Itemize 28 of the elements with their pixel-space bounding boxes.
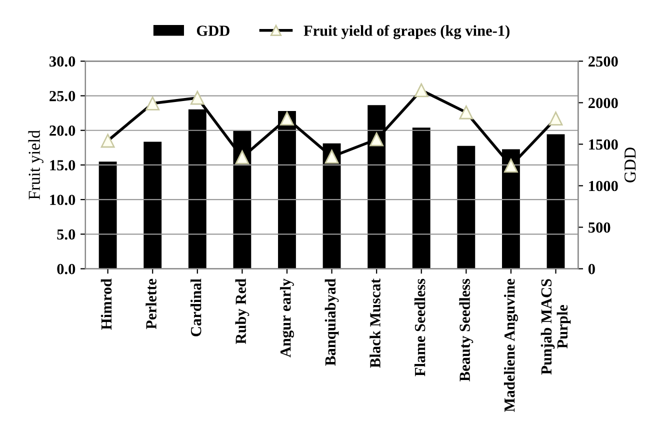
y2-tick-label: 500 (588, 222, 610, 233)
y2-tick-label: 1000 (589, 180, 618, 192)
legend-label: Fruit yield of grapes (kg vine-1) (304, 24, 510, 40)
y2-tick-label: 2500 (588, 56, 618, 67)
y2-axis-title: GDD (624, 148, 636, 182)
x-tick-label: Cardinal (190, 278, 202, 336)
x-tick-label: Himrod (100, 278, 112, 330)
y-tick-label: 5.0 (57, 229, 76, 240)
y-tick-label: 30.0 (50, 56, 76, 67)
x-tick-label: Flame Seedless (414, 278, 426, 376)
x-tick-label: Beauty Seedless (459, 278, 474, 382)
y-tick-label: 25.0 (50, 90, 76, 102)
y2-tick-label: 0 (588, 264, 595, 274)
legend-label: GDD (196, 26, 230, 36)
x-tick-label: Banquiabyad (324, 278, 339, 366)
y2-tick-label: 1500 (589, 139, 618, 150)
y-tick-label: 0.0 (57, 264, 76, 274)
y-tick-label: 15.0 (50, 160, 76, 170)
y-axis-title: Fruit yield (28, 130, 44, 200)
x-tick-label: Madeliene Anguvine (504, 278, 518, 412)
y-tick-label: 10.0 (50, 194, 76, 206)
x-tick-label: Black Muscat (370, 278, 380, 368)
x-tick-label: Punjab MACS Purple (540, 279, 571, 375)
y-tick-label: 20.0 (50, 126, 76, 136)
x-tick-label: Angur early (280, 278, 294, 358)
x-tick-label: Ruby Red (235, 278, 250, 344)
y2-tick-label: 2000 (588, 98, 618, 108)
x-tick-label: Perlette (146, 278, 156, 330)
